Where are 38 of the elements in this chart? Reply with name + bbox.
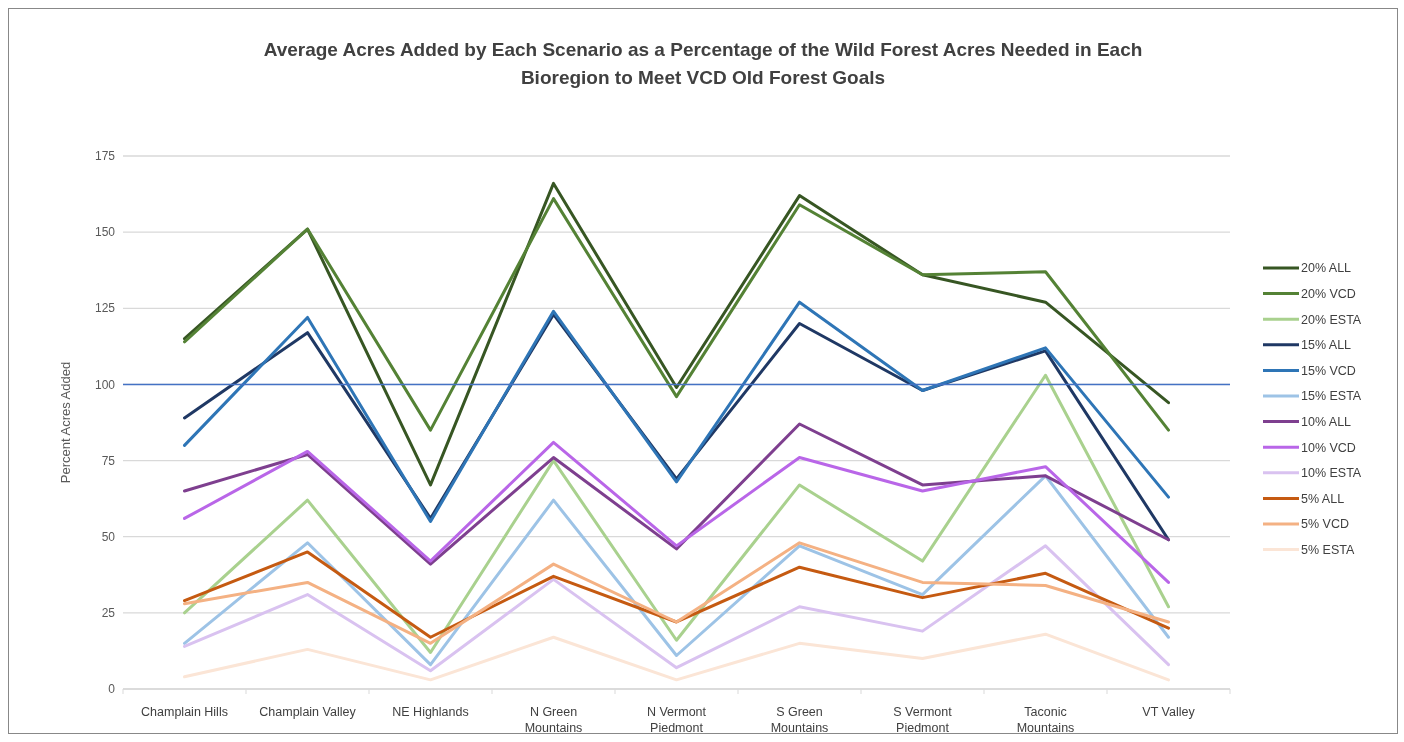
- y-tick-label: 175: [94, 149, 116, 164]
- legend-label: 15% VCD: [1301, 363, 1356, 378]
- y-axis-title: Percent Acres Added: [58, 361, 73, 484]
- x-tick-label: VT Valley: [1142, 705, 1196, 719]
- legend-label: 10% ESTA: [1301, 466, 1362, 481]
- legend-label: 5% VCD: [1301, 517, 1349, 532]
- line-series: [183, 544, 1170, 673]
- x-tick-label: N Vermont Piedmont: [646, 705, 707, 735]
- y-tick-label: 125: [94, 301, 116, 316]
- legend-label: 20% ESTA: [1301, 312, 1362, 327]
- y-tick-label: 75: [101, 453, 116, 468]
- line-series: [183, 474, 1170, 667]
- x-tick-label: N Green Mountains: [524, 705, 583, 735]
- y-tick-label: 50: [101, 529, 116, 544]
- x-tick-label: S Green Mountains: [770, 705, 829, 735]
- y-tick-label: 25: [101, 606, 116, 621]
- line-series: [183, 197, 1170, 432]
- y-tick-label: 150: [94, 225, 116, 240]
- x-tick-label: Champlain Valley: [259, 705, 357, 719]
- legend-label: 15% ESTA: [1301, 389, 1362, 404]
- legend-label: 20% VCD: [1301, 286, 1356, 301]
- y-tick-label: 0: [108, 682, 116, 697]
- y-tick-label: 100: [94, 377, 116, 392]
- line-series: [183, 373, 1170, 654]
- line-series: [183, 440, 1170, 584]
- legend-label: 15% ALL: [1301, 338, 1352, 353]
- line-series: [183, 632, 1170, 682]
- legend-label: 5% ESTA: [1301, 542, 1355, 557]
- x-tick-label: S Vermont Piedmont: [893, 705, 953, 735]
- x-tick-label: Taconic Mountains: [1016, 705, 1075, 735]
- chart-title: Average Acres Added by Each Scenario as a Percentage of the Wild Forest Acres Needed in Each Bioregion to Meet VCD Old Forest Goals: [263, 39, 1143, 88]
- legend-label: 20% ALL: [1301, 261, 1352, 276]
- legend-label: 10% VCD: [1301, 440, 1356, 455]
- line-series: [183, 422, 1170, 566]
- legend-label: 5% ALL: [1301, 491, 1345, 506]
- legend-label: 10% ALL: [1301, 414, 1352, 429]
- x-tick-label: Champlain Hills: [141, 705, 228, 719]
- x-tick-label: NE Highlands: [392, 705, 469, 719]
